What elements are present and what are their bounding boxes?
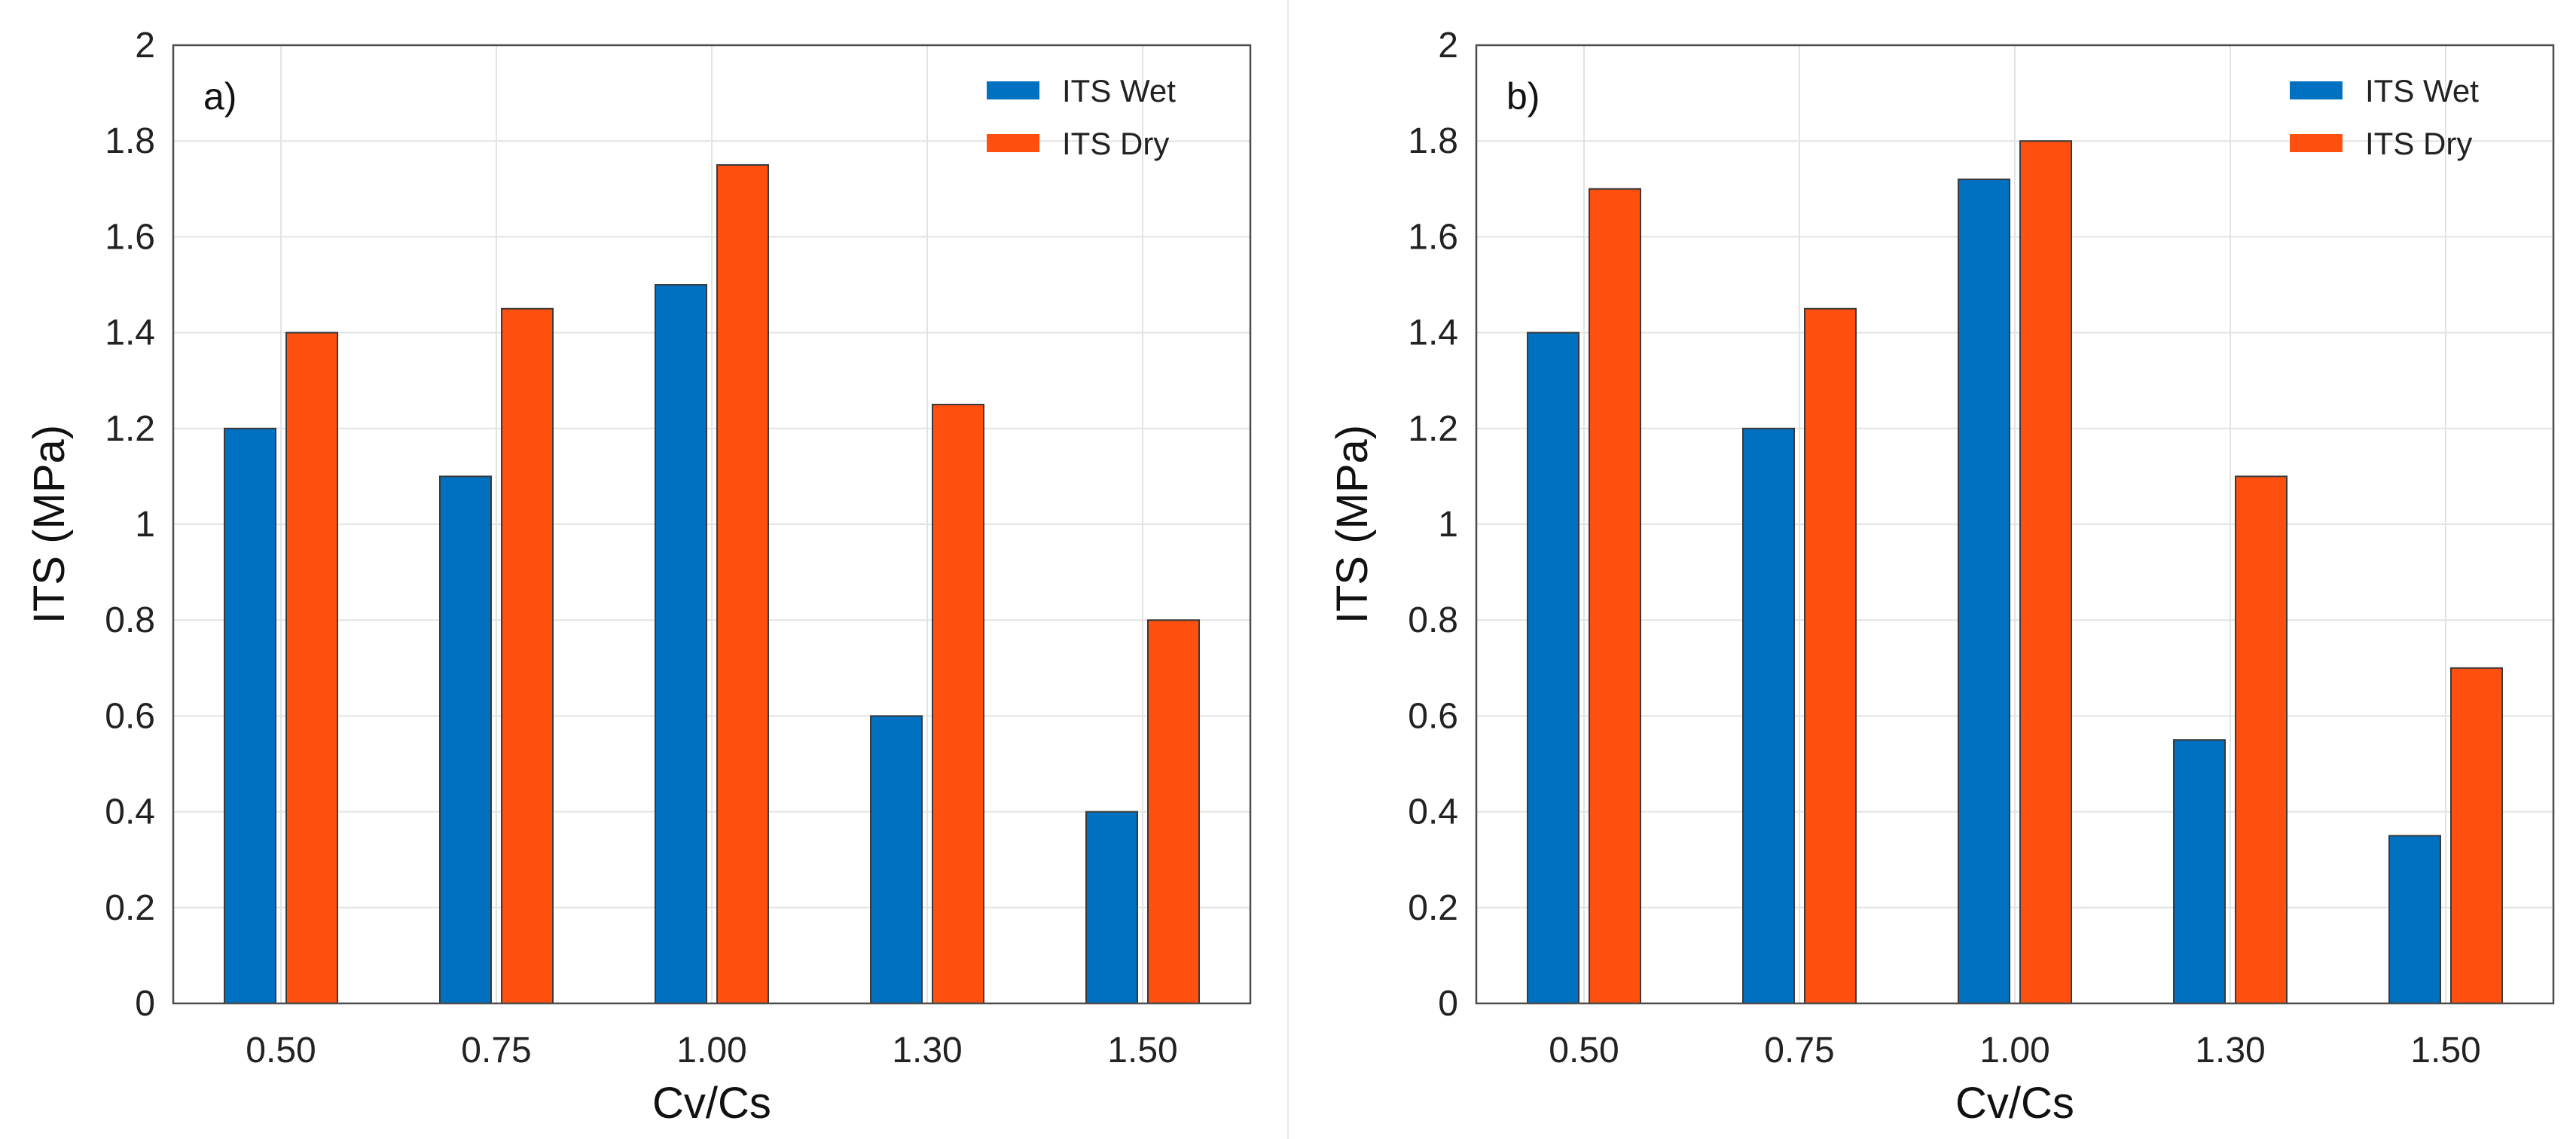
legend-swatch-its-wet <box>987 81 1039 99</box>
y-tick-label: 1 <box>1438 505 1458 545</box>
x-tick-label: 1.50 <box>1107 1031 1177 1070</box>
bar-its-wet-0.50 <box>224 427 276 1004</box>
y-tick-label: 1.2 <box>105 409 155 449</box>
panel-label: a) <box>203 75 237 118</box>
bar-its-dry-0.50 <box>1589 188 1641 1004</box>
x-tick-label: 0.75 <box>1764 1031 1834 1070</box>
x-axis-title: Cv/Cs <box>652 1079 771 1128</box>
y-tick-label: 1.8 <box>105 121 155 161</box>
legend-swatch-its-dry <box>2290 134 2343 152</box>
y-tick-label: 1.6 <box>1408 217 1458 257</box>
axes-frame <box>1475 44 2555 1005</box>
bar-its-wet-1.50 <box>2388 835 2441 1005</box>
bar-its-dry-1.00 <box>716 164 769 1004</box>
y-axis-title: ITS (MPa) <box>25 425 74 624</box>
bar-its-wet-1.30 <box>2173 739 2226 1004</box>
x-tick-label: 0.50 <box>1549 1031 1619 1070</box>
x-tick-label: 1.50 <box>2410 1031 2480 1070</box>
legend-swatch-its-wet <box>2290 81 2343 99</box>
bar-its-dry-1.30 <box>2235 475 2288 1004</box>
x-axis-title: Cv/Cs <box>1955 1079 2074 1128</box>
y-tick-label: 0 <box>135 984 155 1024</box>
bar-its-wet-0.75 <box>1742 427 1795 1004</box>
y-tick-label: 1.6 <box>105 217 155 257</box>
y-tick-label: 1.8 <box>1408 121 1458 161</box>
y-tick-label: 0.2 <box>105 888 155 928</box>
y-tick-label: 0.6 <box>1408 696 1458 736</box>
y-tick-label: 1.2 <box>1408 409 1458 449</box>
legend-label-its-dry: ITS Dry <box>1062 126 1169 161</box>
y-tick-label: 0 <box>1438 984 1458 1024</box>
bar-its-wet-1.00 <box>655 284 707 1004</box>
bar-its-dry-0.75 <box>1804 307 1857 1004</box>
y-tick-label: 0.8 <box>1408 600 1458 640</box>
y-tick-label: 0.8 <box>105 600 155 640</box>
bar-its-dry-0.75 <box>501 307 554 1004</box>
bar-its-dry-0.50 <box>285 331 338 1005</box>
x-tick-label: 1.00 <box>676 1031 746 1070</box>
y-tick-label: 2 <box>1438 26 1458 66</box>
axes-frame <box>172 44 1252 1005</box>
x-tick-label: 1.00 <box>1979 1031 2050 1070</box>
y-tick-label: 1 <box>135 505 155 545</box>
x-tick-label: 1.30 <box>2195 1031 2265 1070</box>
chart-panel-a: 0 0.2 0.4 0.6 0.8 1 1.2 1.4 1.6 1.8 2 0.50 0.75 1.00 1… <box>25 26 1252 1128</box>
bar-its-wet-1.50 <box>1085 811 1138 1004</box>
bar-its-dry-1.30 <box>932 404 984 1004</box>
bar-its-wet-1.30 <box>870 715 923 1005</box>
legend-swatch-its-dry <box>987 134 1039 152</box>
y-tick-label: 1.4 <box>1408 313 1458 353</box>
y-tick-label: 2 <box>135 26 155 66</box>
bar-its-dry-1.00 <box>2019 140 2072 1005</box>
bar-its-dry-1.50 <box>2450 667 2503 1004</box>
bar-its-dry-1.50 <box>1147 619 1200 1004</box>
bar-its-wet-1.00 <box>1958 179 2010 1005</box>
legend-label-its-wet: ITS Wet <box>1062 73 1176 108</box>
y-tick-label: 0.2 <box>1408 888 1458 928</box>
y-axis-title: ITS (MPa) <box>1328 425 1377 624</box>
y-tick-label: 0.4 <box>1408 792 1458 832</box>
panel-label: b) <box>1506 75 1540 118</box>
legend-label-its-dry: ITS Dry <box>2365 126 2472 161</box>
bar-its-wet-0.75 <box>439 475 492 1004</box>
bar-its-wet-0.50 <box>1527 331 1579 1005</box>
chart-panel-b: 0 0.2 0.4 0.6 0.8 1 1.2 1.4 1.6 1.8 2 0.50 0.75 1.00 1… <box>1328 26 2555 1128</box>
y-tick-label: 0.6 <box>105 696 155 736</box>
x-tick-label: 0.50 <box>246 1031 316 1070</box>
legend-label-its-wet: ITS Wet <box>2365 73 2479 108</box>
y-tick-label: 1.4 <box>105 313 155 353</box>
x-tick-label: 0.75 <box>461 1031 531 1070</box>
y-tick-label: 0.4 <box>105 792 155 832</box>
x-tick-label: 1.30 <box>892 1031 962 1070</box>
